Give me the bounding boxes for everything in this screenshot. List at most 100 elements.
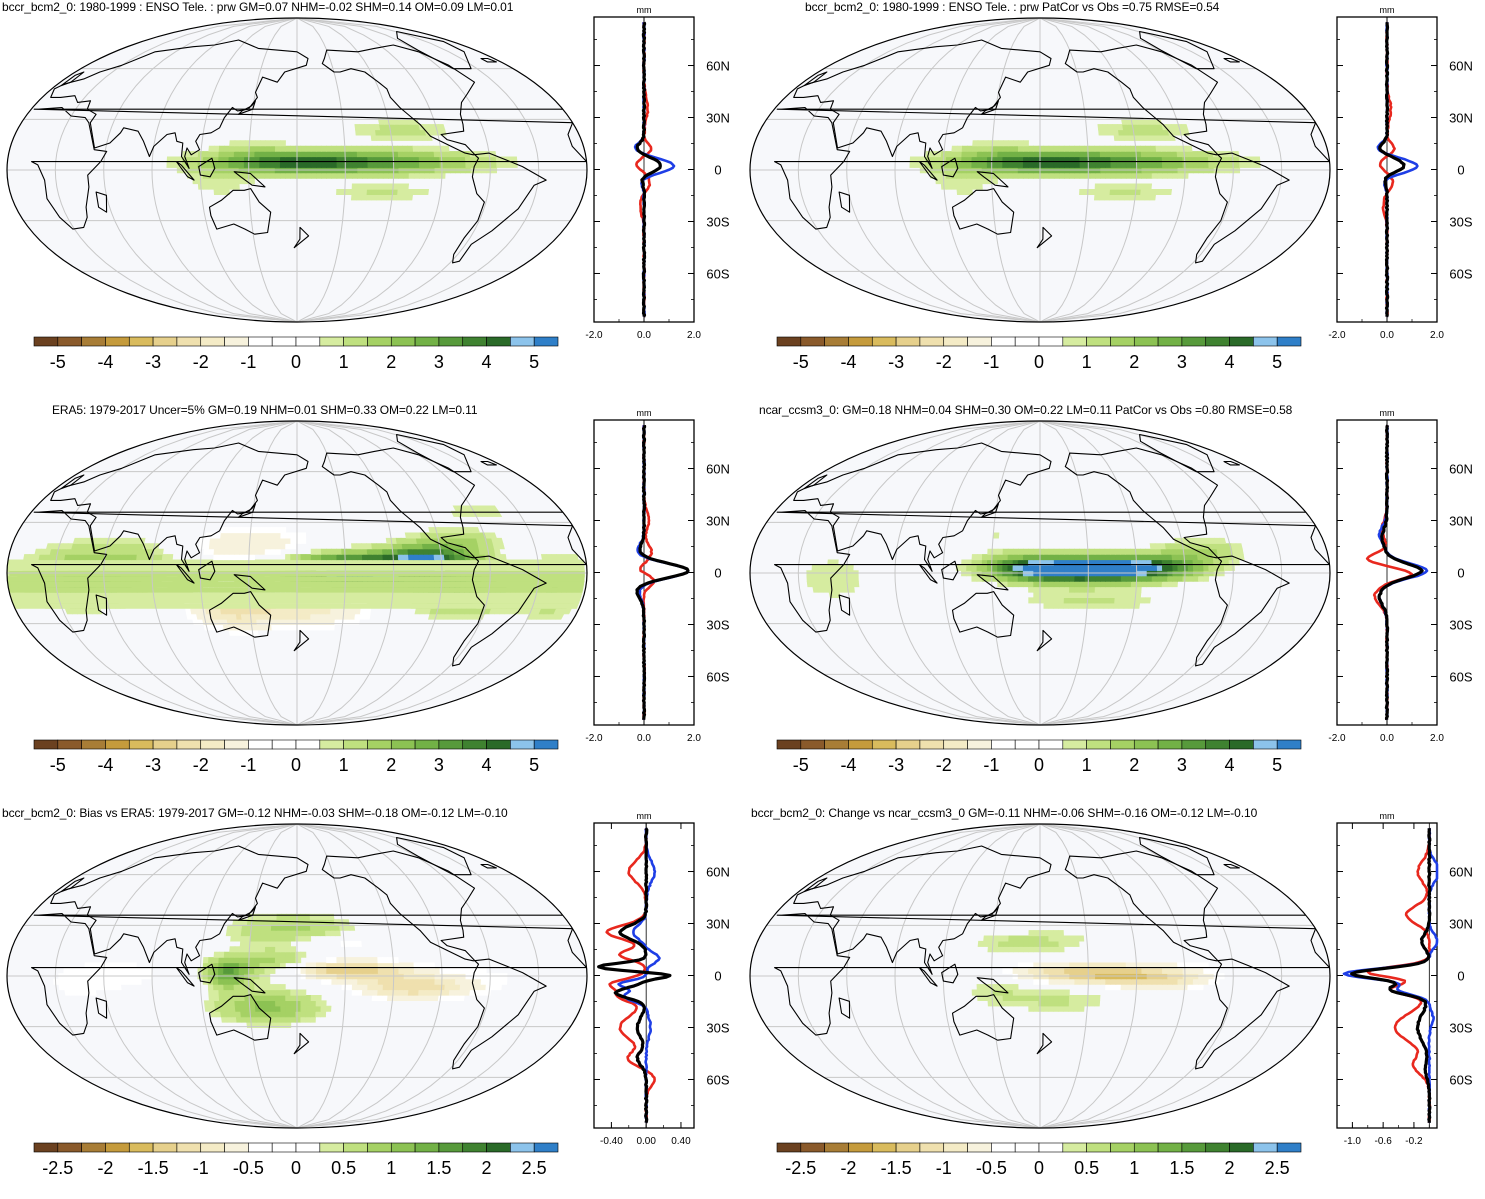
field-cell xyxy=(837,575,844,582)
field-cell xyxy=(1038,575,1045,582)
meridian-line xyxy=(991,824,1041,1128)
field-cell xyxy=(1028,554,1034,561)
field-cell xyxy=(320,1000,327,1007)
colorbar-box xyxy=(848,739,873,750)
field-cell xyxy=(1053,554,1060,561)
field-cell xyxy=(1018,940,1025,947)
field-cell xyxy=(300,161,307,168)
field-cell xyxy=(331,548,338,555)
field-cell xyxy=(1105,967,1112,974)
field-cell xyxy=(1022,151,1029,158)
coastline-sumatra xyxy=(175,967,195,987)
field-cell xyxy=(1110,978,1117,985)
field-cell xyxy=(1125,554,1132,561)
field-cell xyxy=(130,978,137,985)
field-cell xyxy=(280,140,286,147)
field-cell xyxy=(393,978,400,985)
field-cell xyxy=(1228,161,1235,168)
field-cell xyxy=(1109,189,1116,195)
coastline-iceland xyxy=(480,460,497,466)
colorbar-box xyxy=(200,1142,225,1153)
field-cell xyxy=(141,554,148,561)
colorbar-box xyxy=(776,739,802,750)
field-cell xyxy=(1093,597,1101,604)
field-cell xyxy=(264,1000,271,1007)
field-cell xyxy=(270,532,277,539)
field-cell xyxy=(1058,592,1065,598)
colorbar-label: 3 xyxy=(434,755,444,775)
field-cell xyxy=(1146,564,1153,571)
colorbar-box xyxy=(248,1142,273,1153)
field-cell xyxy=(402,189,409,195)
field-cell xyxy=(1161,581,1168,588)
field-cell xyxy=(1239,161,1246,168)
field-cell xyxy=(345,940,352,947)
colorbar-label: 4 xyxy=(482,352,492,372)
field-cell xyxy=(377,978,384,985)
field-cell xyxy=(1093,194,1101,201)
meridian-line xyxy=(296,421,491,725)
field-cell xyxy=(1038,564,1045,571)
field-cell xyxy=(1003,935,1010,942)
field-cell xyxy=(1120,172,1127,179)
field-cell xyxy=(991,161,998,168)
field-cell xyxy=(1208,967,1215,974)
field-cell xyxy=(1043,151,1050,158)
field-cell xyxy=(1028,967,1034,974)
field-cell xyxy=(259,537,266,544)
field-cell xyxy=(300,537,307,544)
colorbar: -2.5 -2 -1.5 -1 -0.5 0 0.5 1 1.5 2 2.5 xyxy=(776,1142,1302,1178)
field-cell xyxy=(239,940,246,947)
field-cell xyxy=(341,978,348,985)
coastline-newguinea xyxy=(976,171,1009,188)
field-cell xyxy=(264,967,271,974)
field-cell xyxy=(1089,151,1096,158)
field-cell xyxy=(326,978,333,985)
coastline-newguinea xyxy=(233,977,266,994)
field-cell xyxy=(475,984,482,991)
field-cell xyxy=(349,613,356,620)
field-cell xyxy=(280,995,286,1001)
field-cell xyxy=(439,161,446,168)
profile-lat-label: 60S xyxy=(1449,669,1472,684)
field-cell xyxy=(1203,564,1210,571)
field-cell xyxy=(1048,172,1055,179)
field-cell xyxy=(497,543,505,550)
field-cell xyxy=(982,145,989,152)
field-cell xyxy=(357,172,364,179)
field-cell xyxy=(1048,161,1055,168)
field-cell xyxy=(1187,967,1194,974)
colorbar-box xyxy=(1133,336,1159,347)
field-cell xyxy=(230,613,238,620)
field-cell xyxy=(230,608,237,615)
field-cell xyxy=(1125,984,1132,991)
field-cell xyxy=(235,930,243,937)
field-cell xyxy=(331,978,338,985)
field-cell xyxy=(1182,575,1189,582)
field-cell xyxy=(360,129,367,136)
colorbar-box xyxy=(462,336,487,347)
field-cell xyxy=(1109,194,1116,201)
field-cell xyxy=(971,172,978,179)
field-cell xyxy=(1002,151,1009,158)
field-cell xyxy=(1094,183,1101,190)
field-cell xyxy=(1043,995,1050,1001)
field-cell xyxy=(997,564,1004,571)
coastline-borneo xyxy=(198,963,216,984)
colorbar-box xyxy=(895,739,921,750)
field-cell xyxy=(1063,151,1070,158)
field-cell xyxy=(1125,183,1132,190)
field-cell xyxy=(230,935,237,942)
field-cell xyxy=(377,172,384,179)
field-cell xyxy=(192,161,199,168)
field-cell xyxy=(1131,564,1138,571)
field-cell xyxy=(1022,989,1029,996)
field-cell xyxy=(228,172,235,179)
field-cell xyxy=(264,978,271,985)
field-cell xyxy=(376,543,383,550)
field-cell xyxy=(444,978,451,985)
field-cell xyxy=(125,967,132,974)
field-cell xyxy=(1079,586,1086,593)
